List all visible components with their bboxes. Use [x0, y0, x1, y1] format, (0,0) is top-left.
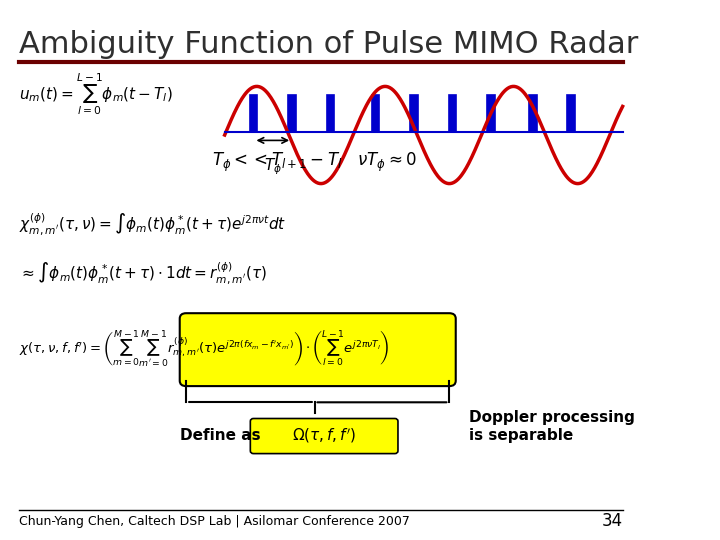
Text: $\chi^{(\phi)}_{m,m'}(\tau,\nu) = \int \phi_m(t)\phi^*_m(t+\tau)e^{j2\pi\nu t}dt: $\chi^{(\phi)}_{m,m'}(\tau,\nu) = \int \…: [19, 211, 287, 237]
Text: Doppler processing
is separable: Doppler processing is separable: [469, 410, 634, 443]
Text: $u_m(t) = \sum_{l=0}^{L-1} \phi_m(t - T_l)$: $u_m(t) = \sum_{l=0}^{L-1} \phi_m(t - T_…: [19, 72, 173, 117]
Bar: [487, 94, 495, 132]
FancyBboxPatch shape: [251, 418, 398, 454]
Bar: [327, 94, 334, 132]
Bar: [372, 94, 379, 132]
Text: Chun-Yang Chen, Caltech DSP Lab | Asilomar Conference 2007: Chun-Yang Chen, Caltech DSP Lab | Asilom…: [19, 515, 410, 528]
Bar: [529, 94, 536, 132]
Text: $T_\phi$: $T_\phi$: [264, 157, 282, 177]
Text: Define as: Define as: [180, 428, 261, 443]
Bar: [250, 94, 257, 132]
Text: 34: 34: [601, 512, 623, 530]
Text: $\Omega(\tau, f, f')$: $\Omega(\tau, f, f')$: [292, 427, 356, 445]
Bar: [449, 94, 456, 132]
Text: $\chi(\tau,\nu,f,f') = \left(\sum_{m=0}^{M-1}\sum_{m'=0}^{M-1} r^{(\phi)}_{m,m'}: $\chi(\tau,\nu,f,f') = \left(\sum_{m=0}^…: [19, 328, 390, 369]
Bar: [410, 94, 418, 132]
Bar: [288, 94, 296, 132]
Text: $T_\phi << T_{l+1} - T_l \quad \nu T_\phi \approx 0$: $T_\phi << T_{l+1} - T_l \quad \nu T_\ph…: [212, 151, 416, 173]
FancyBboxPatch shape: [180, 313, 456, 386]
Bar: [567, 94, 575, 132]
Text: $\approx \int \phi_m(t)\phi^*_m(t+\tau)\cdot 1dt = r^{(\phi)}_{m,m'}(\tau)$: $\approx \int \phi_m(t)\phi^*_m(t+\tau)\…: [19, 260, 267, 286]
Text: Ambiguity Function of Pulse MIMO Radar: Ambiguity Function of Pulse MIMO Radar: [19, 30, 639, 59]
